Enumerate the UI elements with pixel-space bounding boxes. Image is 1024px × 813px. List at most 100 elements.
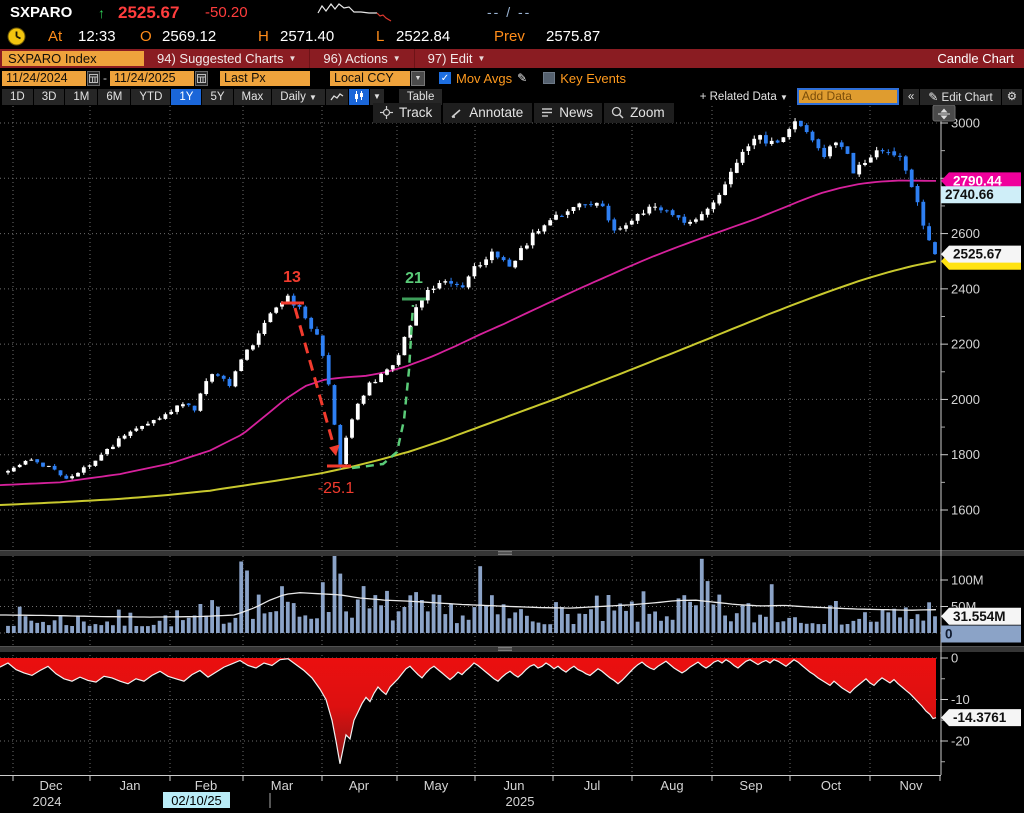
annotations: 13 -25.1 21 — [281, 269, 426, 497]
chart-type-title: Candle Chart — [937, 51, 1014, 66]
table-button[interactable]: Table — [398, 88, 443, 105]
chevron-down-icon: ▼ — [392, 54, 401, 63]
frequency-select[interactable]: Daily ▼ — [272, 88, 325, 105]
drawdown-axis-label: 0 — [951, 651, 958, 666]
month-label: Feb — [195, 778, 217, 793]
tracked-date-highlight[interactable] — [163, 792, 230, 808]
open-value: 2569.12 — [162, 28, 217, 45]
range-5y[interactable]: 5Y — [202, 88, 233, 105]
price-axis-label: 3000 — [951, 116, 980, 131]
news-lines-icon — [542, 108, 553, 117]
panel-dividers[interactable] — [0, 550, 1024, 652]
month-label: May — [424, 778, 449, 793]
range-1d[interactable]: 1D — [2, 88, 33, 105]
magnifier-icon — [611, 106, 624, 119]
annotate-pencil-icon — [451, 108, 461, 118]
currency-select[interactable]: Local CCY — [330, 70, 410, 86]
axes: 3000260024002200200018001600100M50M00-10… — [0, 108, 984, 809]
month-label: Mar — [271, 778, 294, 793]
volume-zero-tag: 0 — [941, 625, 1021, 643]
high-value: 2571.40 — [280, 28, 335, 45]
month-label: Aug — [660, 778, 683, 793]
svg-text:31.554M: 31.554M — [953, 609, 1006, 624]
edit-chart-button[interactable]: ✎ Edit Chart — [920, 88, 1001, 105]
volume-axis-label: 100M — [951, 573, 984, 588]
month-label: Jun — [504, 778, 525, 793]
svg-text:2525.67: 2525.67 — [953, 247, 1002, 262]
drawdown-last-tag: -14.3761 — [941, 709, 1021, 727]
month-label: Sep — [739, 778, 762, 793]
high-label: H — [258, 28, 269, 45]
currency-dropdown-button[interactable]: ▼ — [411, 70, 425, 86]
date-to-field[interactable]: 11/24/2025 — [110, 70, 194, 86]
range-placeholder: -- / -- — [487, 4, 532, 20]
edit-mov-avgs-pencil-icon[interactable]: ✎ — [517, 71, 528, 85]
chevron-down-icon: ▼ — [477, 54, 486, 63]
chart-type-dropdown[interactable]: ▼ — [369, 88, 384, 105]
recovery-count-label: 21 — [405, 270, 423, 287]
month-label: Jan — [120, 778, 141, 793]
year-label: 2024 — [33, 794, 62, 809]
range-1y-selected[interactable]: 1Y — [171, 88, 202, 105]
month-label: Nov — [899, 778, 923, 793]
calendar-icon[interactable] — [87, 70, 100, 86]
menu-suggested-charts[interactable]: 94) Suggested Charts ▼ — [144, 49, 311, 68]
calendar-icon[interactable] — [195, 70, 208, 86]
month-label: Apr — [349, 778, 370, 793]
track-button[interactable]: Track — [373, 103, 442, 123]
low-label: L — [376, 28, 385, 45]
zoom-button[interactable]: Zoom — [604, 103, 674, 123]
mov-avgs-checkbox[interactable]: ✓ — [439, 72, 451, 84]
svg-text:0: 0 — [945, 627, 953, 642]
at-label: At — [48, 28, 63, 45]
candlesticks — [6, 118, 937, 480]
candle-chart-type-button[interactable] — [348, 88, 369, 105]
open-label: O — [140, 28, 152, 45]
month-label: Dec — [39, 778, 63, 793]
clock-icon — [7, 27, 26, 46]
range-max[interactable]: Max — [233, 88, 272, 105]
drawdown-axis-label: -20 — [951, 734, 970, 749]
menu-actions[interactable]: 96) Actions ▼ — [310, 49, 415, 68]
chart-settings-gear-icon[interactable]: ⚙ — [1001, 88, 1022, 105]
tracked-date-label: 02/10/25 — [171, 793, 222, 808]
svg-text:-14.3761: -14.3761 — [953, 710, 1007, 725]
pane-down-icon — [940, 115, 948, 120]
key-events-checkbox[interactable] — [543, 72, 556, 84]
range-1m[interactable]: 1M — [65, 88, 98, 105]
pane-up-icon — [940, 108, 948, 113]
pane-stepper-widget[interactable] — [932, 104, 956, 122]
month-label: Oct — [821, 778, 842, 793]
price-axis-label: 1600 — [951, 503, 980, 518]
add-data-input[interactable]: Add Data — [796, 88, 899, 105]
chart-tools: Track Annotate News Zoom — [373, 103, 674, 123]
drawdown-panel — [0, 658, 937, 764]
range-6m[interactable]: 6M — [98, 88, 131, 105]
date-from-field[interactable]: 11/24/2024 — [2, 70, 86, 86]
intraday-sparkline — [317, 3, 392, 22]
month-label: Jul — [584, 778, 601, 793]
drawdown-area — [0, 658, 936, 764]
annotate-button[interactable]: Annotate — [443, 103, 533, 123]
menu-edit[interactable]: 97) Edit ▼ — [427, 51, 486, 66]
pencil-icon: ✎ — [928, 89, 939, 104]
up-arrow-icon: ↑ — [98, 5, 105, 21]
collapse-panel-button[interactable]: « — [902, 88, 920, 105]
year-label: 2025 — [506, 794, 535, 809]
crosshair-icon — [380, 106, 393, 119]
volume-panel — [0, 554, 937, 633]
security-field[interactable]: SXPARO Index — [2, 51, 144, 66]
price-type-field[interactable]: Last Px — [220, 70, 310, 86]
ma50-price-tag: 2790.44 — [941, 172, 1021, 190]
news-button[interactable]: News — [534, 103, 603, 123]
line-chart-type-button[interactable] — [325, 88, 348, 105]
related-data-button[interactable]: + Related Data ▼ — [699, 90, 788, 103]
price-axis-label: 2200 — [951, 337, 980, 352]
range-ytd[interactable]: YTD — [131, 88, 171, 105]
ma50-line — [0, 179, 936, 486]
drawdown-pct-label: -25.1 — [318, 480, 355, 497]
range-3d[interactable]: 3D — [33, 88, 65, 105]
ticker-symbol: SXPARO — [10, 4, 73, 21]
date-range-separator: - — [103, 71, 107, 85]
